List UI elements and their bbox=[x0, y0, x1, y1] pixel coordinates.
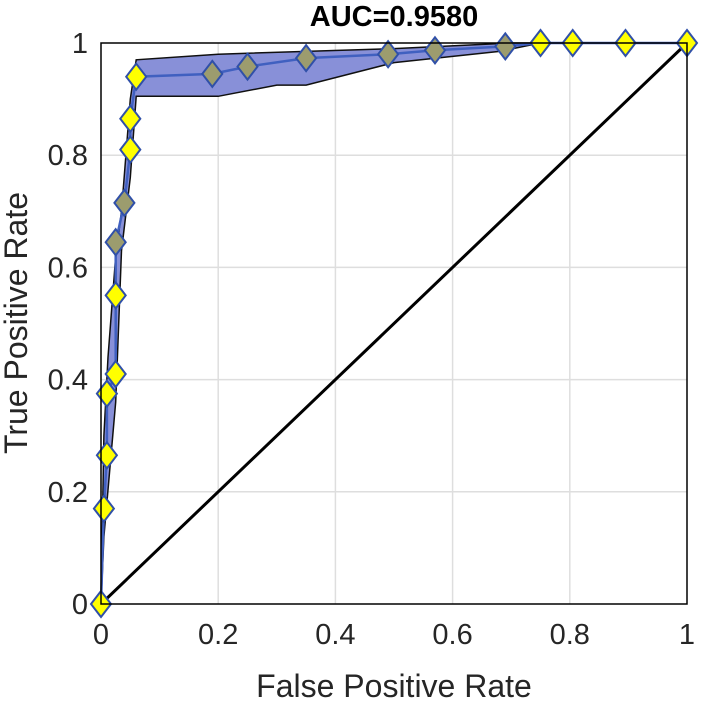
x-tick-label: 0.6 bbox=[432, 619, 472, 651]
reference-line-layer bbox=[99, 41, 689, 606]
roc-point-marker bbox=[104, 359, 127, 389]
y-tick-label: 0.8 bbox=[48, 140, 88, 172]
marker-layer bbox=[89, 28, 699, 619]
roc-point-marker bbox=[95, 440, 119, 470]
reference-diagonal-line bbox=[99, 41, 689, 606]
x-tick-label: 0.8 bbox=[550, 619, 590, 651]
y-tick-labels: 0 0.2 0.4 0.6 0.8 1 bbox=[48, 28, 88, 621]
x-tick-label: 0.4 bbox=[315, 619, 355, 651]
roc-point-marker bbox=[104, 280, 127, 311]
x-tick-labels: 0 0.2 0.4 0.6 0.8 1 bbox=[93, 619, 695, 651]
grid bbox=[101, 43, 687, 604]
roc-point-marker bbox=[294, 43, 318, 73]
roc-point-marker bbox=[104, 227, 127, 257]
y-tick-label: 1 bbox=[72, 28, 88, 60]
roc-point-marker bbox=[201, 59, 224, 89]
y-tick-label: 0.4 bbox=[48, 365, 88, 397]
roc-point-marker bbox=[119, 104, 142, 134]
roc-point-marker bbox=[376, 39, 400, 69]
chart-title: AUC=0.9580 bbox=[310, 1, 478, 33]
y-tick-label: 0.6 bbox=[48, 252, 88, 284]
roc-point-marker bbox=[113, 188, 136, 218]
x-axis-label: False Positive Rate bbox=[256, 668, 532, 702]
roc-point-marker bbox=[119, 134, 142, 165]
x-tick-label: 1 bbox=[679, 619, 695, 651]
roc-point-marker bbox=[95, 378, 119, 409]
x-tick-label: 0.2 bbox=[198, 619, 238, 651]
y-axis-label: True Positive Rate bbox=[0, 192, 34, 454]
roc-point-marker bbox=[423, 35, 447, 65]
roc-point-marker bbox=[494, 31, 517, 62]
x-tick-label: 0 bbox=[93, 619, 109, 651]
y-tick-label: 0.2 bbox=[48, 477, 88, 509]
roc-point-marker bbox=[124, 62, 148, 92]
y-tick-label: 0 bbox=[72, 589, 88, 621]
roc-point-marker bbox=[236, 51, 259, 82]
roc-point-marker bbox=[92, 493, 116, 524]
axes-box bbox=[100, 42, 688, 605]
